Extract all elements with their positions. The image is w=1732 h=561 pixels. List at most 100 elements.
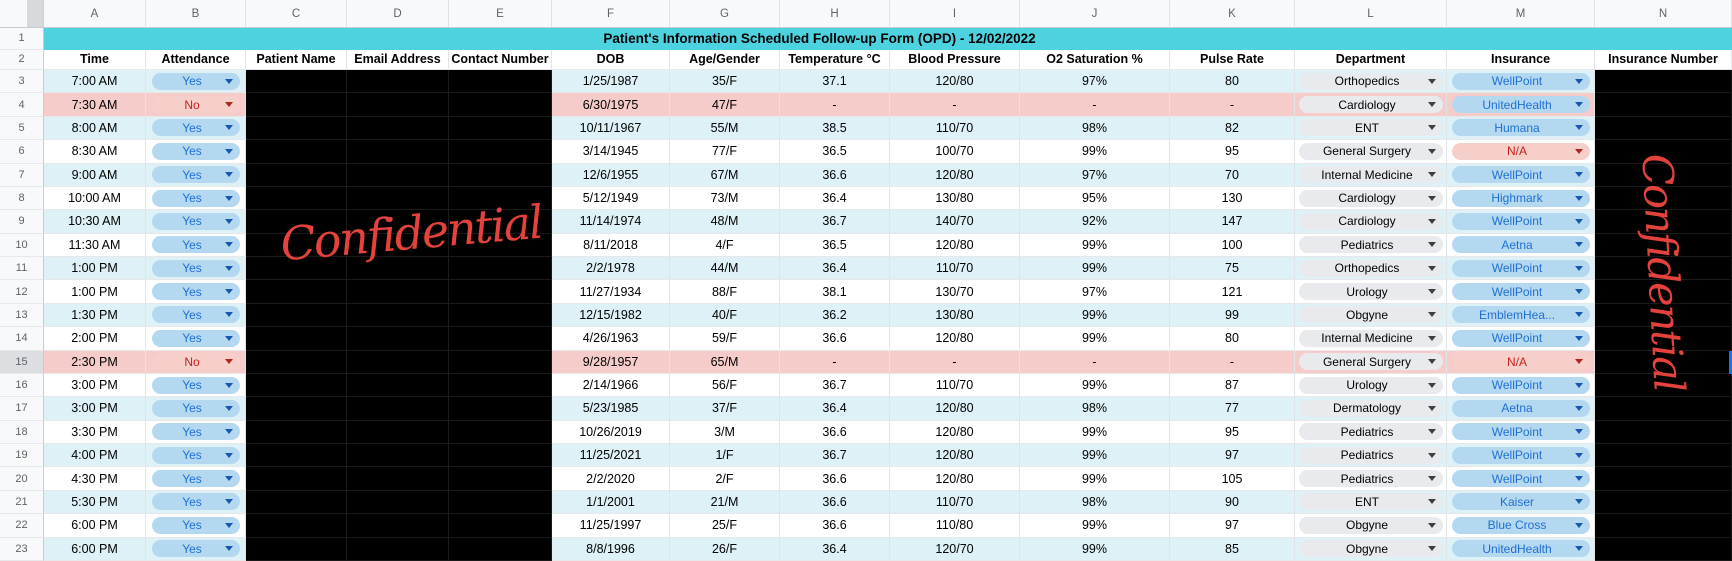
redacted-cell[interactable] <box>449 327 552 351</box>
header-attendance[interactable]: Attendance <box>146 49 246 70</box>
cell-blood_pressure[interactable]: 110/70 <box>890 257 1020 281</box>
header-temperature-c[interactable]: Temperature °C <box>780 49 890 70</box>
cell-dob[interactable]: 3/14/1945 <box>552 140 670 164</box>
cell-dob[interactable]: 2/14/1966 <box>552 373 670 398</box>
insurance-dropdown-chip[interactable]: N/A <box>1451 142 1590 160</box>
cell-attendance[interactable]: No <box>146 93 246 117</box>
cell-temperature[interactable]: 36.4 <box>780 257 890 281</box>
cell-dob[interactable]: 11/27/1934 <box>552 280 670 304</box>
redacted-cell[interactable] <box>449 210 552 234</box>
cell-department[interactable]: Urology <box>1295 280 1447 304</box>
redacted-cell[interactable] <box>246 186 347 211</box>
insurance-dropdown-chip[interactable]: N/A <box>1451 353 1590 371</box>
row-number[interactable]: 17 <box>0 397 44 421</box>
cell-insurance[interactable]: Aetna <box>1447 233 1595 257</box>
redacted-cell[interactable] <box>449 303 552 328</box>
redacted-cell[interactable] <box>246 257 347 281</box>
cell-department[interactable]: Cardiology <box>1295 93 1447 117</box>
redacted-cell[interactable] <box>1595 467 1732 491</box>
redacted-cell[interactable] <box>246 397 347 421</box>
redacted-cell[interactable] <box>246 163 347 187</box>
attendance-dropdown-chip[interactable]: Yes <box>151 540 240 558</box>
row-number[interactable]: 4 <box>0 93 44 117</box>
cell-time[interactable]: 6:00 PM <box>44 514 146 538</box>
redacted-cell[interactable] <box>347 280 449 304</box>
cell-time[interactable]: 11:30 AM <box>44 233 146 257</box>
cell-blood_pressure[interactable]: 100/70 <box>890 140 1020 164</box>
redacted-cell[interactable] <box>347 373 449 398</box>
cell-department[interactable]: Cardiology <box>1295 186 1447 211</box>
redacted-cell[interactable] <box>246 233 347 257</box>
redacted-cell[interactable] <box>1595 350 1732 374</box>
column-header-K[interactable]: K <box>1170 0 1295 27</box>
cell-age_gender[interactable]: 26/F <box>670 537 780 561</box>
cell-o2_saturation[interactable]: 99% <box>1020 467 1170 491</box>
cell-dob[interactable]: 12/6/1955 <box>552 163 670 187</box>
cell-attendance[interactable]: Yes <box>146 233 246 257</box>
redacted-cell[interactable] <box>347 327 449 351</box>
cell-temperature[interactable]: 36.6 <box>780 490 890 515</box>
cell-age_gender[interactable]: 67/M <box>670 163 780 187</box>
column-header-G[interactable]: G <box>670 0 780 27</box>
column-header-B[interactable]: B <box>146 0 246 27</box>
cell-blood_pressure[interactable]: 130/80 <box>890 303 1020 328</box>
attendance-dropdown-chip[interactable]: Yes <box>151 399 240 417</box>
cell-attendance[interactable]: Yes <box>146 186 246 211</box>
cell-time[interactable]: 2:30 PM <box>44 350 146 374</box>
attendance-dropdown-chip[interactable]: Yes <box>151 423 240 441</box>
header-patient-name[interactable]: Patient Name <box>246 49 347 70</box>
insurance-dropdown-chip[interactable]: Aetna <box>1451 236 1590 254</box>
header-blood-pressure[interactable]: Blood Pressure <box>890 49 1020 70</box>
cell-insurance[interactable]: WellPoint <box>1447 210 1595 234</box>
row-number[interactable]: 22 <box>0 514 44 538</box>
cell-insurance[interactable]: WellPoint <box>1447 444 1595 468</box>
redacted-cell[interactable] <box>449 350 552 374</box>
cell-time[interactable]: 4:30 PM <box>44 467 146 491</box>
attendance-dropdown-chip[interactable]: Yes <box>151 236 240 254</box>
cell-temperature[interactable]: - <box>780 350 890 374</box>
cell-blood_pressure[interactable]: 120/80 <box>890 444 1020 468</box>
attendance-dropdown-chip[interactable]: Yes <box>151 376 240 394</box>
cell-time[interactable]: 10:00 AM <box>44 186 146 211</box>
cell-age_gender[interactable]: 48/M <box>670 210 780 234</box>
cell-age_gender[interactable]: 59/F <box>670 327 780 351</box>
cell-age_gender[interactable]: 35/F <box>670 70 780 94</box>
cell-pulse_rate[interactable]: 147 <box>1170 210 1295 234</box>
cell-o2_saturation[interactable]: - <box>1020 93 1170 117</box>
cell-attendance[interactable]: Yes <box>146 537 246 561</box>
department-dropdown-chip[interactable]: ENT <box>1298 493 1443 511</box>
cell-department[interactable]: Dermatology <box>1295 397 1447 421</box>
insurance-dropdown-chip[interactable]: UnitedHealth <box>1451 540 1590 558</box>
cell-time[interactable]: 9:00 AM <box>44 163 146 187</box>
department-dropdown-chip[interactable]: Pediatrics <box>1298 236 1443 254</box>
cell-attendance[interactable]: Yes <box>146 327 246 351</box>
select-all-corner[interactable] <box>0 0 44 27</box>
cell-age_gender[interactable]: 55/M <box>670 116 780 141</box>
attendance-dropdown-chip[interactable]: Yes <box>151 259 240 277</box>
redacted-cell[interactable] <box>449 537 552 561</box>
cell-age_gender[interactable]: 47/F <box>670 93 780 117</box>
redacted-cell[interactable] <box>1595 327 1732 351</box>
cell-attendance[interactable]: Yes <box>146 210 246 234</box>
cell-attendance[interactable]: Yes <box>146 163 246 187</box>
cell-pulse_rate[interactable]: 77 <box>1170 397 1295 421</box>
attendance-dropdown-chip[interactable]: Yes <box>151 166 240 184</box>
cell-time[interactable]: 8:00 AM <box>44 116 146 141</box>
cell-pulse_rate[interactable]: 97 <box>1170 514 1295 538</box>
redacted-cell[interactable] <box>449 93 552 117</box>
cell-temperature[interactable]: 36.6 <box>780 420 890 444</box>
redacted-cell[interactable] <box>246 350 347 374</box>
redacted-cell[interactable] <box>449 444 552 468</box>
redacted-cell[interactable] <box>449 116 552 141</box>
cell-temperature[interactable]: 36.4 <box>780 397 890 421</box>
cell-insurance[interactable]: N/A <box>1447 140 1595 164</box>
cell-time[interactable]: 3:00 PM <box>44 373 146 398</box>
cell-temperature[interactable]: 38.5 <box>780 116 890 141</box>
redacted-cell[interactable] <box>347 70 449 94</box>
cell-dob[interactable]: 1/25/1987 <box>552 70 670 94</box>
cell-age_gender[interactable]: 77/F <box>670 140 780 164</box>
redacted-cell[interactable] <box>246 303 347 328</box>
cell-blood_pressure[interactable]: 120/70 <box>890 537 1020 561</box>
cell-age_gender[interactable]: 37/F <box>670 397 780 421</box>
cell-blood_pressure[interactable]: 130/80 <box>890 186 1020 211</box>
